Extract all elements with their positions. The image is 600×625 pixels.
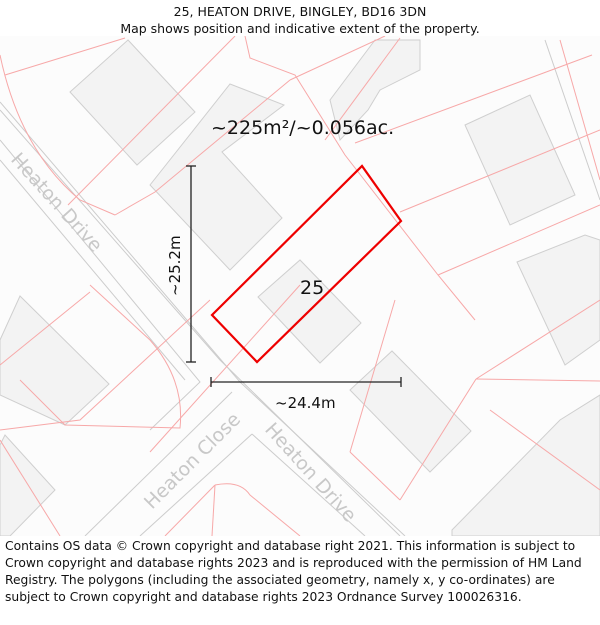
plot-boundaries — [0, 36, 600, 536]
road-label-heaton-drive-lower: Heaton Drive — [260, 419, 360, 527]
road-label-heaton-drive-upper: Heaton Drive — [6, 149, 106, 257]
map-subtitle: Map shows position and indicative extent… — [120, 21, 480, 36]
buildings — [0, 39, 600, 536]
height-dimension-line — [186, 165, 196, 363]
width-dimension-line — [210, 377, 402, 387]
property-address-title: 25, HEATON DRIVE, BINGLEY, BD16 3DN — [173, 4, 427, 19]
height-dimension-label: ~25.2m — [166, 235, 184, 296]
copyright-footer: Contains OS data © Crown copyright and d… — [5, 539, 582, 604]
property-map[interactable]: Heaton Drive Heaton Close Heaton Drive ~… — [0, 36, 600, 536]
subject-property-outline[interactable] — [210, 164, 403, 364]
map-canvas: Heaton Drive Heaton Close Heaton Drive ~… — [0, 36, 600, 536]
property-number-label: 25 — [300, 277, 324, 299]
map-header: 25, HEATON DRIVE, BINGLEY, BD16 3DN Map … — [0, 0, 600, 36]
area-label: ~225m²/~0.056ac. — [211, 117, 394, 139]
width-dimension-label: ~24.4m — [275, 394, 336, 412]
